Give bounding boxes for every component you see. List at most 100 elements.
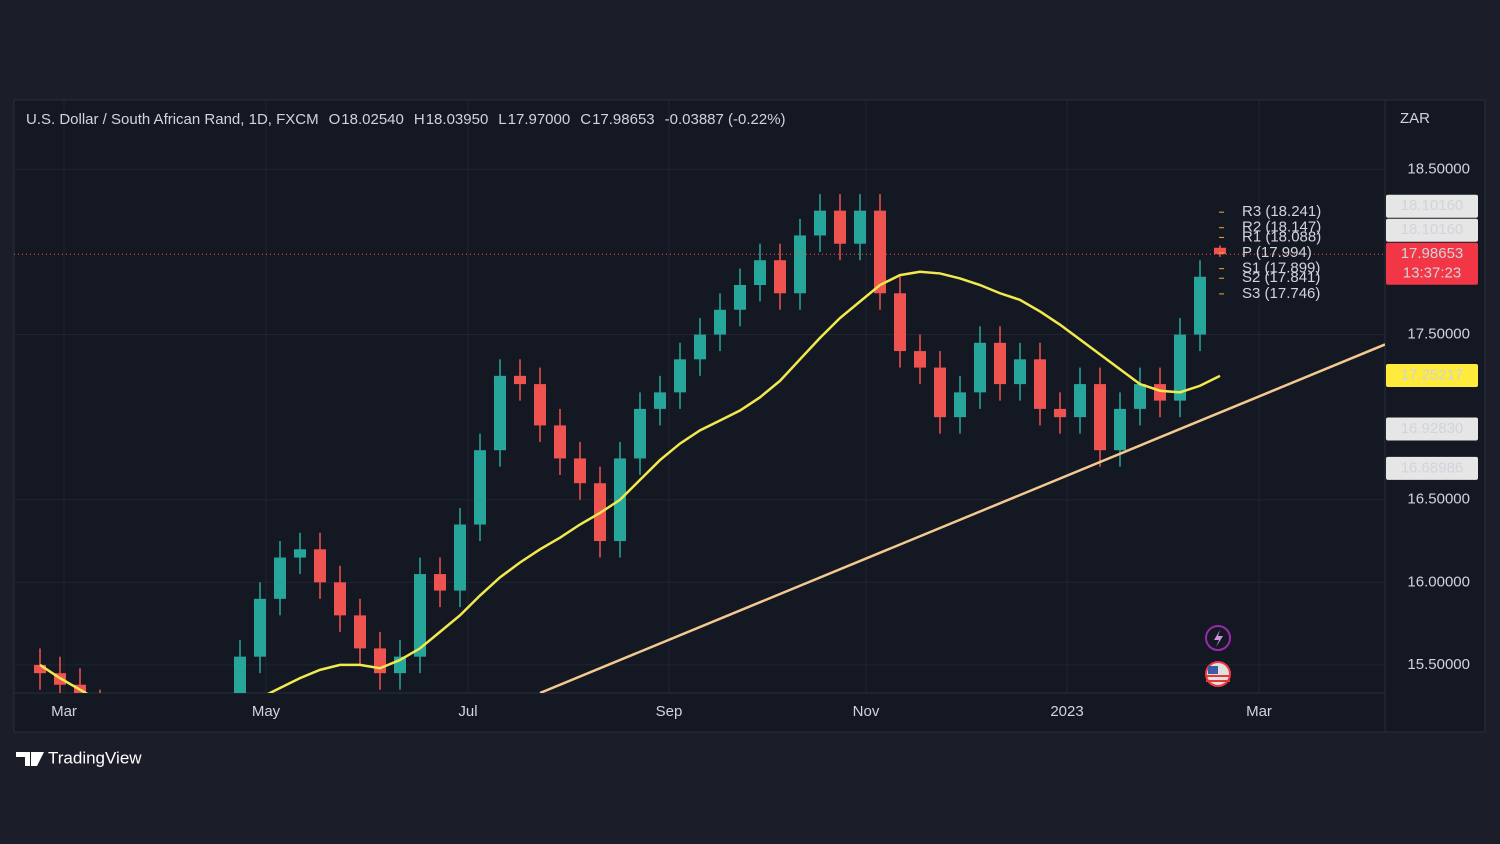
candle-body [574, 458, 586, 484]
y-tick-label: 16.00000 [1407, 573, 1470, 590]
ohlc-value: 17.98653 [592, 111, 655, 128]
pivot-label: R2 (18.147) [1242, 219, 1321, 236]
candle-body [954, 392, 966, 418]
candle-body [554, 425, 566, 459]
candle-body [314, 549, 326, 583]
price-label-box [1386, 456, 1478, 480]
candle-body [34, 664, 46, 674]
change-value: -0.03887 (-0.22%) [665, 111, 786, 128]
candle-body [714, 309, 726, 335]
price-label: 18.10160 [1401, 221, 1464, 238]
candle-body [354, 615, 366, 649]
price-label: 18.10160 [1401, 197, 1464, 214]
pivot-label: R1 (18.088) [1242, 228, 1321, 245]
candle-body [1134, 384, 1146, 409]
candle-body [854, 210, 866, 244]
candle-body [254, 598, 266, 657]
ohlc-key: O [329, 111, 341, 128]
y-tick-label: 16.50000 [1407, 491, 1470, 508]
y-tick-label: 17.50000 [1407, 326, 1470, 343]
candle-body [534, 384, 546, 426]
candle-body [454, 524, 466, 591]
candle-body [1114, 408, 1126, 451]
ohlc-key: L [498, 111, 506, 128]
chart-panel [13, 99, 1486, 733]
ohlc-key: H [414, 111, 425, 128]
candle-body [474, 450, 486, 525]
pivot-label: S1 (17.899) [1242, 260, 1320, 277]
candle-body [434, 574, 446, 591]
flag-canton [1208, 666, 1218, 674]
candle-body [494, 375, 506, 451]
candle-body [974, 342, 986, 393]
candle-body [694, 334, 706, 360]
x-tick-label: May [252, 703, 281, 720]
candle-body [294, 549, 306, 558]
x-tick-label: Sep [656, 703, 683, 720]
legend-header: U.S. Dollar / South African Rand, 1D, FX… [26, 111, 786, 128]
x-tick-label: 2023 [1050, 703, 1083, 720]
lightning-icon [1214, 630, 1223, 647]
price-label-box [1386, 363, 1478, 387]
candle-body [634, 408, 646, 459]
countdown: 13:37:23 [1403, 265, 1461, 282]
candle-body [1014, 359, 1026, 385]
trendline [539, 343, 1385, 693]
candle-body [834, 210, 846, 244]
candle-body [734, 285, 746, 310]
candle-body [1074, 384, 1086, 418]
event-icon[interactable] [1205, 625, 1231, 651]
pivot-label: P (17.994) [1242, 244, 1312, 261]
candle-body [514, 375, 526, 385]
candle-body [654, 392, 666, 409]
candle-body [794, 235, 806, 294]
price-label-box [1386, 242, 1478, 285]
x-tick-label: Mar [1246, 703, 1272, 720]
candle-body [994, 342, 1006, 385]
candle-body [914, 351, 926, 368]
ohlc-value: 17.97000 [508, 111, 571, 128]
plot-area [34, 194, 1385, 693]
ohlc-value: 18.03950 [426, 111, 489, 128]
overlay: R3 (18.241)R2 (18.147)R1 (18.088)P (17.9… [14, 194, 1478, 480]
price-label-box [1386, 194, 1478, 218]
pivot-label: R3 (18.241) [1242, 203, 1321, 220]
price-label-box [1386, 417, 1478, 441]
price-label: 17.98653 [1401, 245, 1464, 262]
candle-body [934, 367, 946, 418]
ohlc-value: 18.02540 [341, 111, 404, 128]
price-label: 16.68986 [1401, 459, 1464, 476]
candle-body [1174, 334, 1186, 401]
brand-name: TradingView [48, 748, 142, 767]
price-label: 16.92830 [1401, 420, 1464, 437]
pivot-label: S3 (17.746) [1242, 285, 1320, 302]
candle-body [674, 359, 686, 393]
symbol-title: U.S. Dollar / South African Rand, 1D, FX… [26, 111, 319, 128]
candle-body [1214, 247, 1226, 255]
candle-body [1054, 408, 1066, 418]
candle-body [1094, 384, 1106, 451]
candle-body [774, 260, 786, 294]
x-tick-label: Jul [458, 703, 477, 720]
candle-body [814, 210, 826, 236]
ohlc-key: C [580, 111, 591, 128]
pivot-label: S2 (17.841) [1242, 269, 1320, 286]
candle-body [1194, 276, 1206, 335]
currency-label: ZAR [1400, 110, 1430, 127]
candle-body [1034, 359, 1046, 409]
x-tick-label: Mar [51, 703, 77, 720]
candle-body [234, 656, 246, 693]
candle-body [414, 574, 426, 657]
candle-body [1154, 384, 1166, 401]
moving-average [39, 270, 1221, 693]
price-label: 17.25217 [1401, 366, 1464, 383]
brand-logo [16, 752, 44, 766]
y-tick-label: 18.50000 [1407, 160, 1470, 177]
candle-body [894, 293, 906, 352]
flag-stripes [1206, 675, 1230, 682]
candle-body [334, 582, 346, 616]
y-tick-label: 15.50000 [1407, 656, 1470, 673]
candle-body [754, 260, 766, 286]
price-label-box [1386, 218, 1478, 242]
